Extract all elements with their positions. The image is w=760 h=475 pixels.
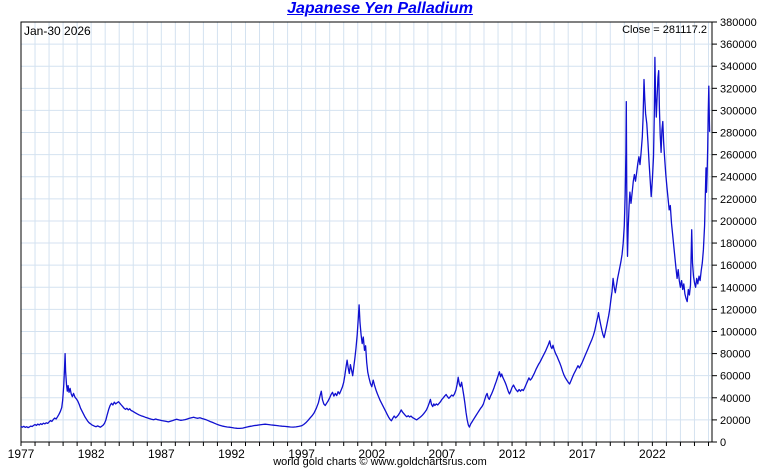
close-value-label: Close = 281117.2 bbox=[622, 24, 707, 36]
plot-border bbox=[20, 21, 713, 443]
y-axis-label: 100000 bbox=[720, 326, 757, 338]
y-axis-label: 360000 bbox=[720, 39, 757, 51]
y-axis-label: 0 bbox=[720, 437, 726, 449]
last-date-label: Jan-30 2026 bbox=[24, 24, 91, 38]
price-line bbox=[20, 56, 711, 430]
y-axis-label: 200000 bbox=[720, 216, 757, 228]
y-axis-label: 280000 bbox=[720, 128, 757, 140]
y-axis-label: 180000 bbox=[720, 238, 757, 250]
y-axis-label: 300000 bbox=[720, 105, 757, 117]
y-axis-label: 160000 bbox=[720, 260, 757, 272]
x-axis-label: 1977 bbox=[8, 447, 35, 461]
y-axis-label: 120000 bbox=[720, 304, 757, 316]
x-axis-label: 2012 bbox=[499, 447, 526, 461]
x-axis-label: 1982 bbox=[78, 447, 105, 461]
y-axis-label: 340000 bbox=[720, 61, 757, 73]
x-axis-label: 1992 bbox=[218, 447, 245, 461]
attribution-text: world gold charts © www.goldchartsrus.co… bbox=[273, 456, 487, 468]
y-axis-label: 240000 bbox=[720, 172, 757, 184]
y-axis-label: 220000 bbox=[720, 194, 757, 206]
y-axis-label: 260000 bbox=[720, 150, 757, 162]
x-axis-label: 2007 bbox=[429, 447, 456, 461]
y-axis-label: 140000 bbox=[720, 282, 757, 294]
y-axis-label: 80000 bbox=[720, 349, 751, 361]
y-axis-label: 20000 bbox=[720, 415, 751, 427]
y-axis-label: 380000 bbox=[720, 17, 757, 29]
y-axis-label: 40000 bbox=[720, 393, 751, 405]
x-axis-label: 2002 bbox=[358, 447, 385, 461]
x-axis-label: 1987 bbox=[148, 447, 175, 461]
x-axis-label: 1997 bbox=[288, 447, 315, 461]
x-axis-label: 2017 bbox=[569, 447, 596, 461]
x-axis-label: 2022 bbox=[639, 447, 666, 461]
y-axis-label: 60000 bbox=[720, 371, 751, 383]
y-axis-label: 320000 bbox=[720, 83, 757, 95]
page-title: Japanese Yen Palladium bbox=[287, 0, 473, 17]
